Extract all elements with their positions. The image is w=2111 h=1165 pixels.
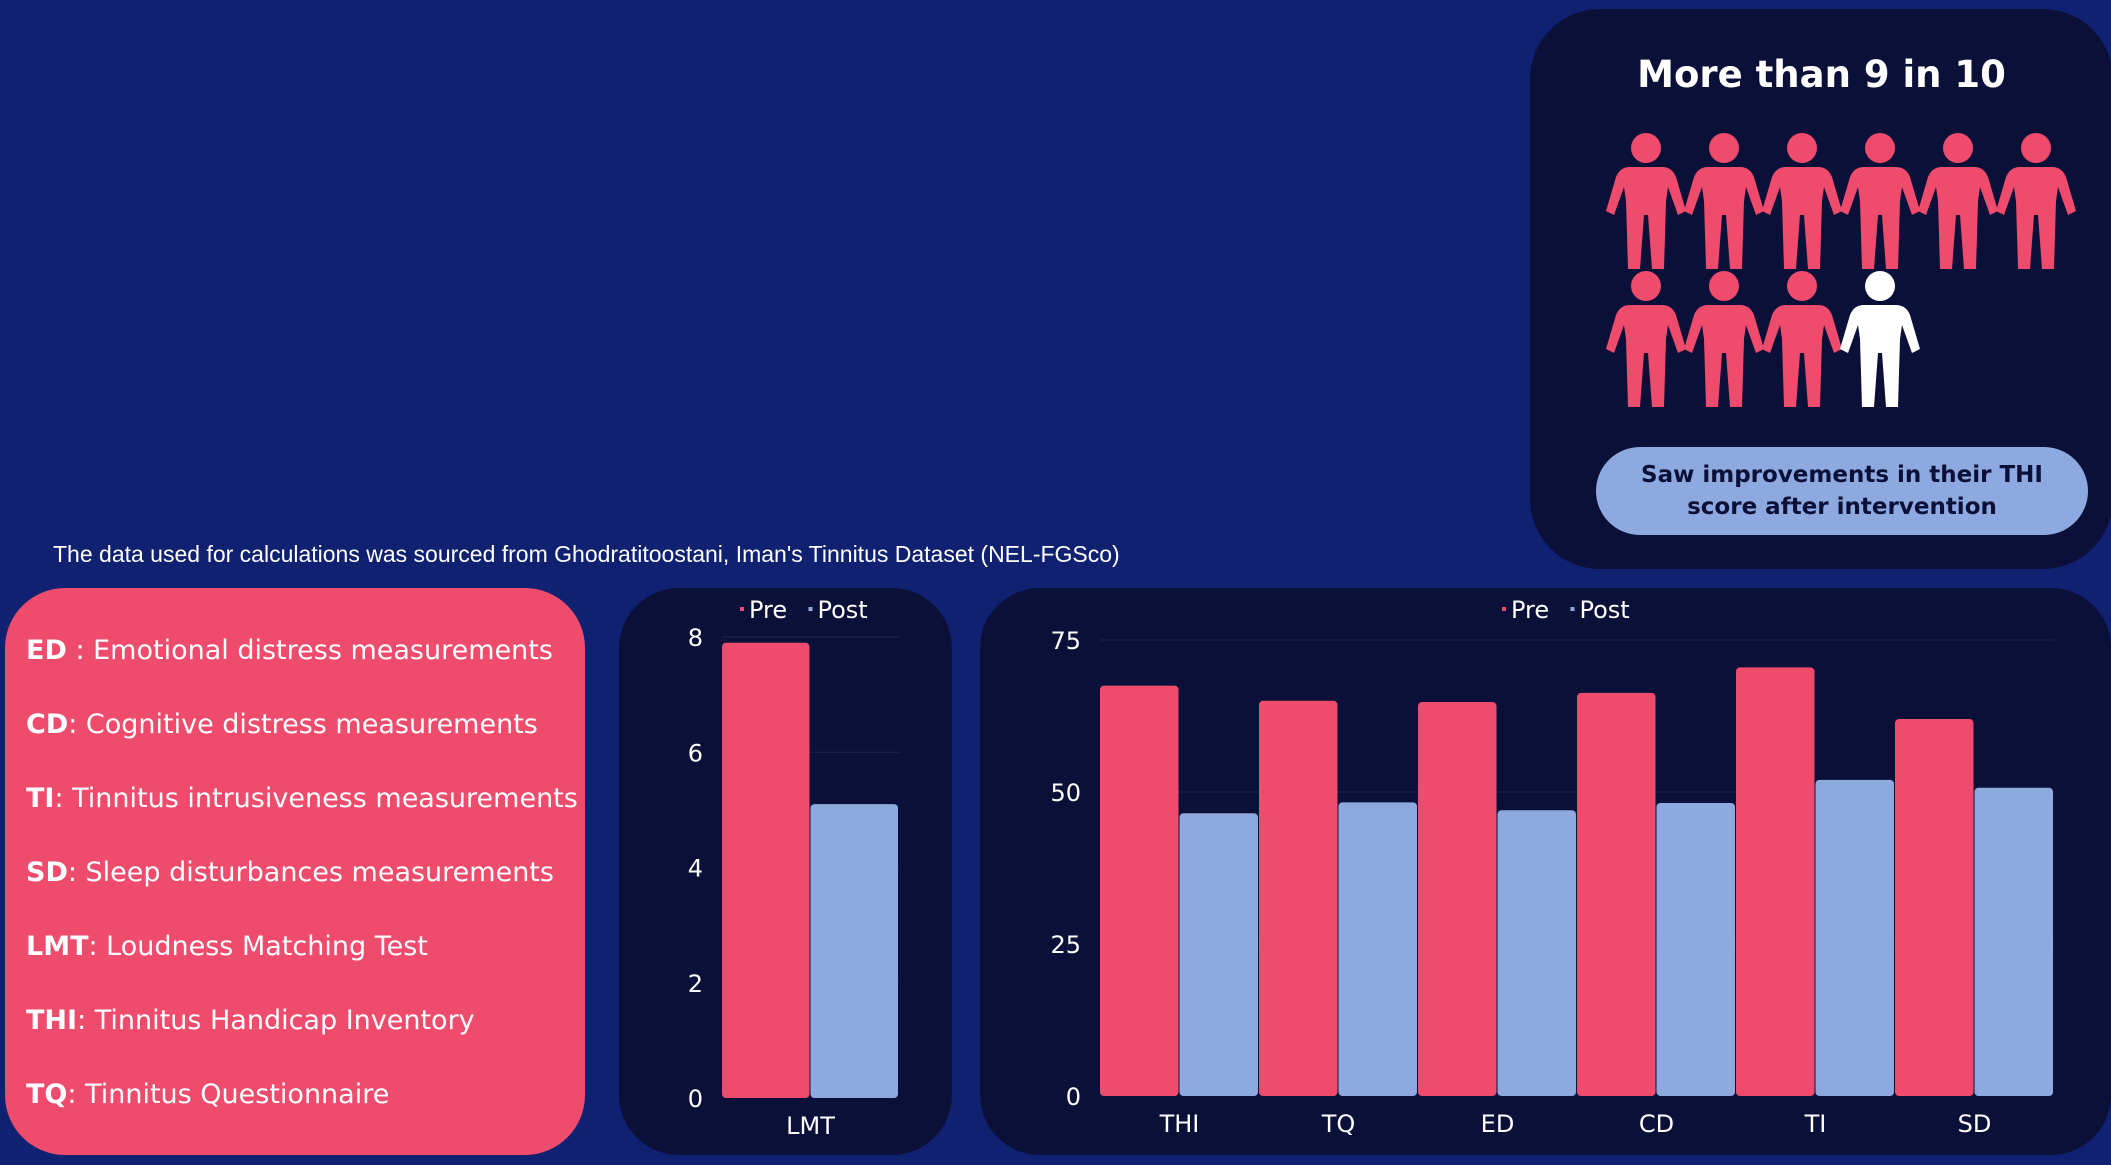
x-tick-label: TQ — [1321, 1110, 1356, 1138]
glossary-item: ED : Emotional distress measurements — [26, 635, 553, 666]
scores-bar-chart: 0 25 50 75 Pre Post THI TQ ED CD TI SD — [1050, 596, 2054, 1138]
person-icon — [1840, 133, 1920, 269]
pre-bar — [1895, 719, 1974, 1096]
y-tick-label: 25 — [1050, 931, 1081, 959]
glossary-text: : Sleep disturbances measurements — [67, 857, 554, 888]
legend-label: Pre — [749, 596, 787, 624]
pre-bar — [722, 642, 810, 1098]
glossary-text: : Loudness Matching Test — [88, 931, 428, 962]
glossary-item: CD: Cognitive distress measurements — [26, 709, 538, 740]
glossary-abbr: TI — [26, 783, 55, 814]
glossary-abbr: ED — [26, 635, 67, 666]
glossary-item: TI: Tinnitus intrusiveness measurements — [26, 783, 578, 814]
post-bar — [1338, 802, 1417, 1096]
x-tick-label: LMT — [786, 1112, 835, 1140]
person-icon — [1684, 271, 1764, 407]
pre-bar — [1418, 702, 1497, 1096]
post-bar — [1656, 802, 1735, 1096]
chart-legend: Pre Post — [740, 596, 868, 624]
legend-swatch — [740, 607, 744, 611]
pre-bar — [1577, 692, 1656, 1096]
post-bar — [1974, 787, 2053, 1096]
x-tick-label: TI — [1804, 1110, 1827, 1138]
glossary-text: : Tinnitus Handicap Inventory — [77, 1005, 475, 1036]
glossary-abbr: LMT — [26, 931, 89, 962]
post-bar — [1179, 813, 1258, 1096]
person-icon — [1606, 133, 1686, 269]
people-icon-grid — [1530, 9, 2111, 569]
legend-label: Post — [1580, 596, 1630, 624]
legend-label: Pre — [1511, 596, 1549, 624]
glossary-text: : Emotional distress measurements — [66, 635, 553, 666]
pre-bar — [1736, 667, 1815, 1096]
y-tick-label: 50 — [1050, 779, 1081, 807]
pre-bar — [1259, 700, 1338, 1096]
glossary-abbr: SD — [26, 857, 68, 888]
glossary-item: LMT: Loudness Matching Test — [26, 931, 428, 962]
y-tick-label: 75 — [1050, 627, 1081, 655]
y-tick-label: 4 — [688, 855, 703, 883]
glossary-text: : Tinnitus intrusiveness measurements — [54, 783, 578, 814]
glossary-card: ED : Emotional distress measurements CD: … — [5, 588, 585, 1155]
glossary-abbr: THI — [26, 1005, 78, 1036]
legend-swatch — [808, 607, 813, 611]
lmt-chart-card: 0 2 4 6 8 Pre Post LMT — [619, 588, 952, 1155]
y-tick-label: 0 — [688, 1085, 703, 1113]
glossary-item: THI: Tinnitus Handicap Inventory — [26, 1005, 475, 1036]
glossary-abbr: TQ — [26, 1079, 68, 1110]
x-tick-label: THI — [1159, 1110, 1200, 1138]
glossary-text: : Cognitive distress measurements — [68, 709, 538, 740]
x-tick-label: ED — [1481, 1110, 1515, 1138]
pre-bar — [1100, 685, 1179, 1096]
person-icon — [1684, 133, 1764, 269]
legend-swatch — [1502, 607, 1506, 611]
infographic-title: More than 9 in 10 — [1637, 53, 2006, 96]
person-icon — [1996, 133, 2076, 269]
person-icon — [1762, 271, 1842, 407]
infographic-card: More than 9 in 10 Saw improvements in th… — [1530, 9, 2111, 569]
glossary-item: TQ: Tinnitus Questionnaire — [26, 1079, 389, 1110]
source-note: The data used for calculations was sourc… — [53, 541, 1120, 567]
y-tick-label: 2 — [688, 970, 703, 998]
legend-label: Post — [818, 596, 868, 624]
scores-chart-card: 0 25 50 75 Pre Post THI TQ ED CD TI SD — [980, 588, 2111, 1155]
person-icon — [1606, 271, 1686, 407]
lmt-bar-chart: 0 2 4 6 8 Pre Post LMT — [688, 596, 899, 1140]
glossary-item: SD: Sleep disturbances measurements — [26, 857, 554, 888]
person-icon — [1840, 271, 1920, 407]
glossary-abbr: CD — [26, 709, 69, 740]
y-tick-label: 0 — [1066, 1083, 1081, 1111]
person-icon — [1762, 133, 1842, 269]
y-tick-label: 6 — [688, 739, 703, 767]
post-bar — [1815, 779, 1894, 1096]
glossary-text: : Tinnitus Questionnaire — [67, 1079, 390, 1110]
x-tick-label: CD — [1639, 1110, 1674, 1138]
chart-legend: Pre Post — [1502, 596, 1630, 624]
legend-swatch — [1570, 607, 1575, 611]
x-tick-label: SD — [1958, 1110, 1992, 1138]
post-bar — [1497, 810, 1576, 1096]
infographic-caption: Saw improvements in their THI score afte… — [1596, 447, 2088, 535]
post-bar — [810, 804, 898, 1098]
y-tick-label: 8 — [688, 624, 703, 652]
person-icon — [1918, 133, 1998, 269]
